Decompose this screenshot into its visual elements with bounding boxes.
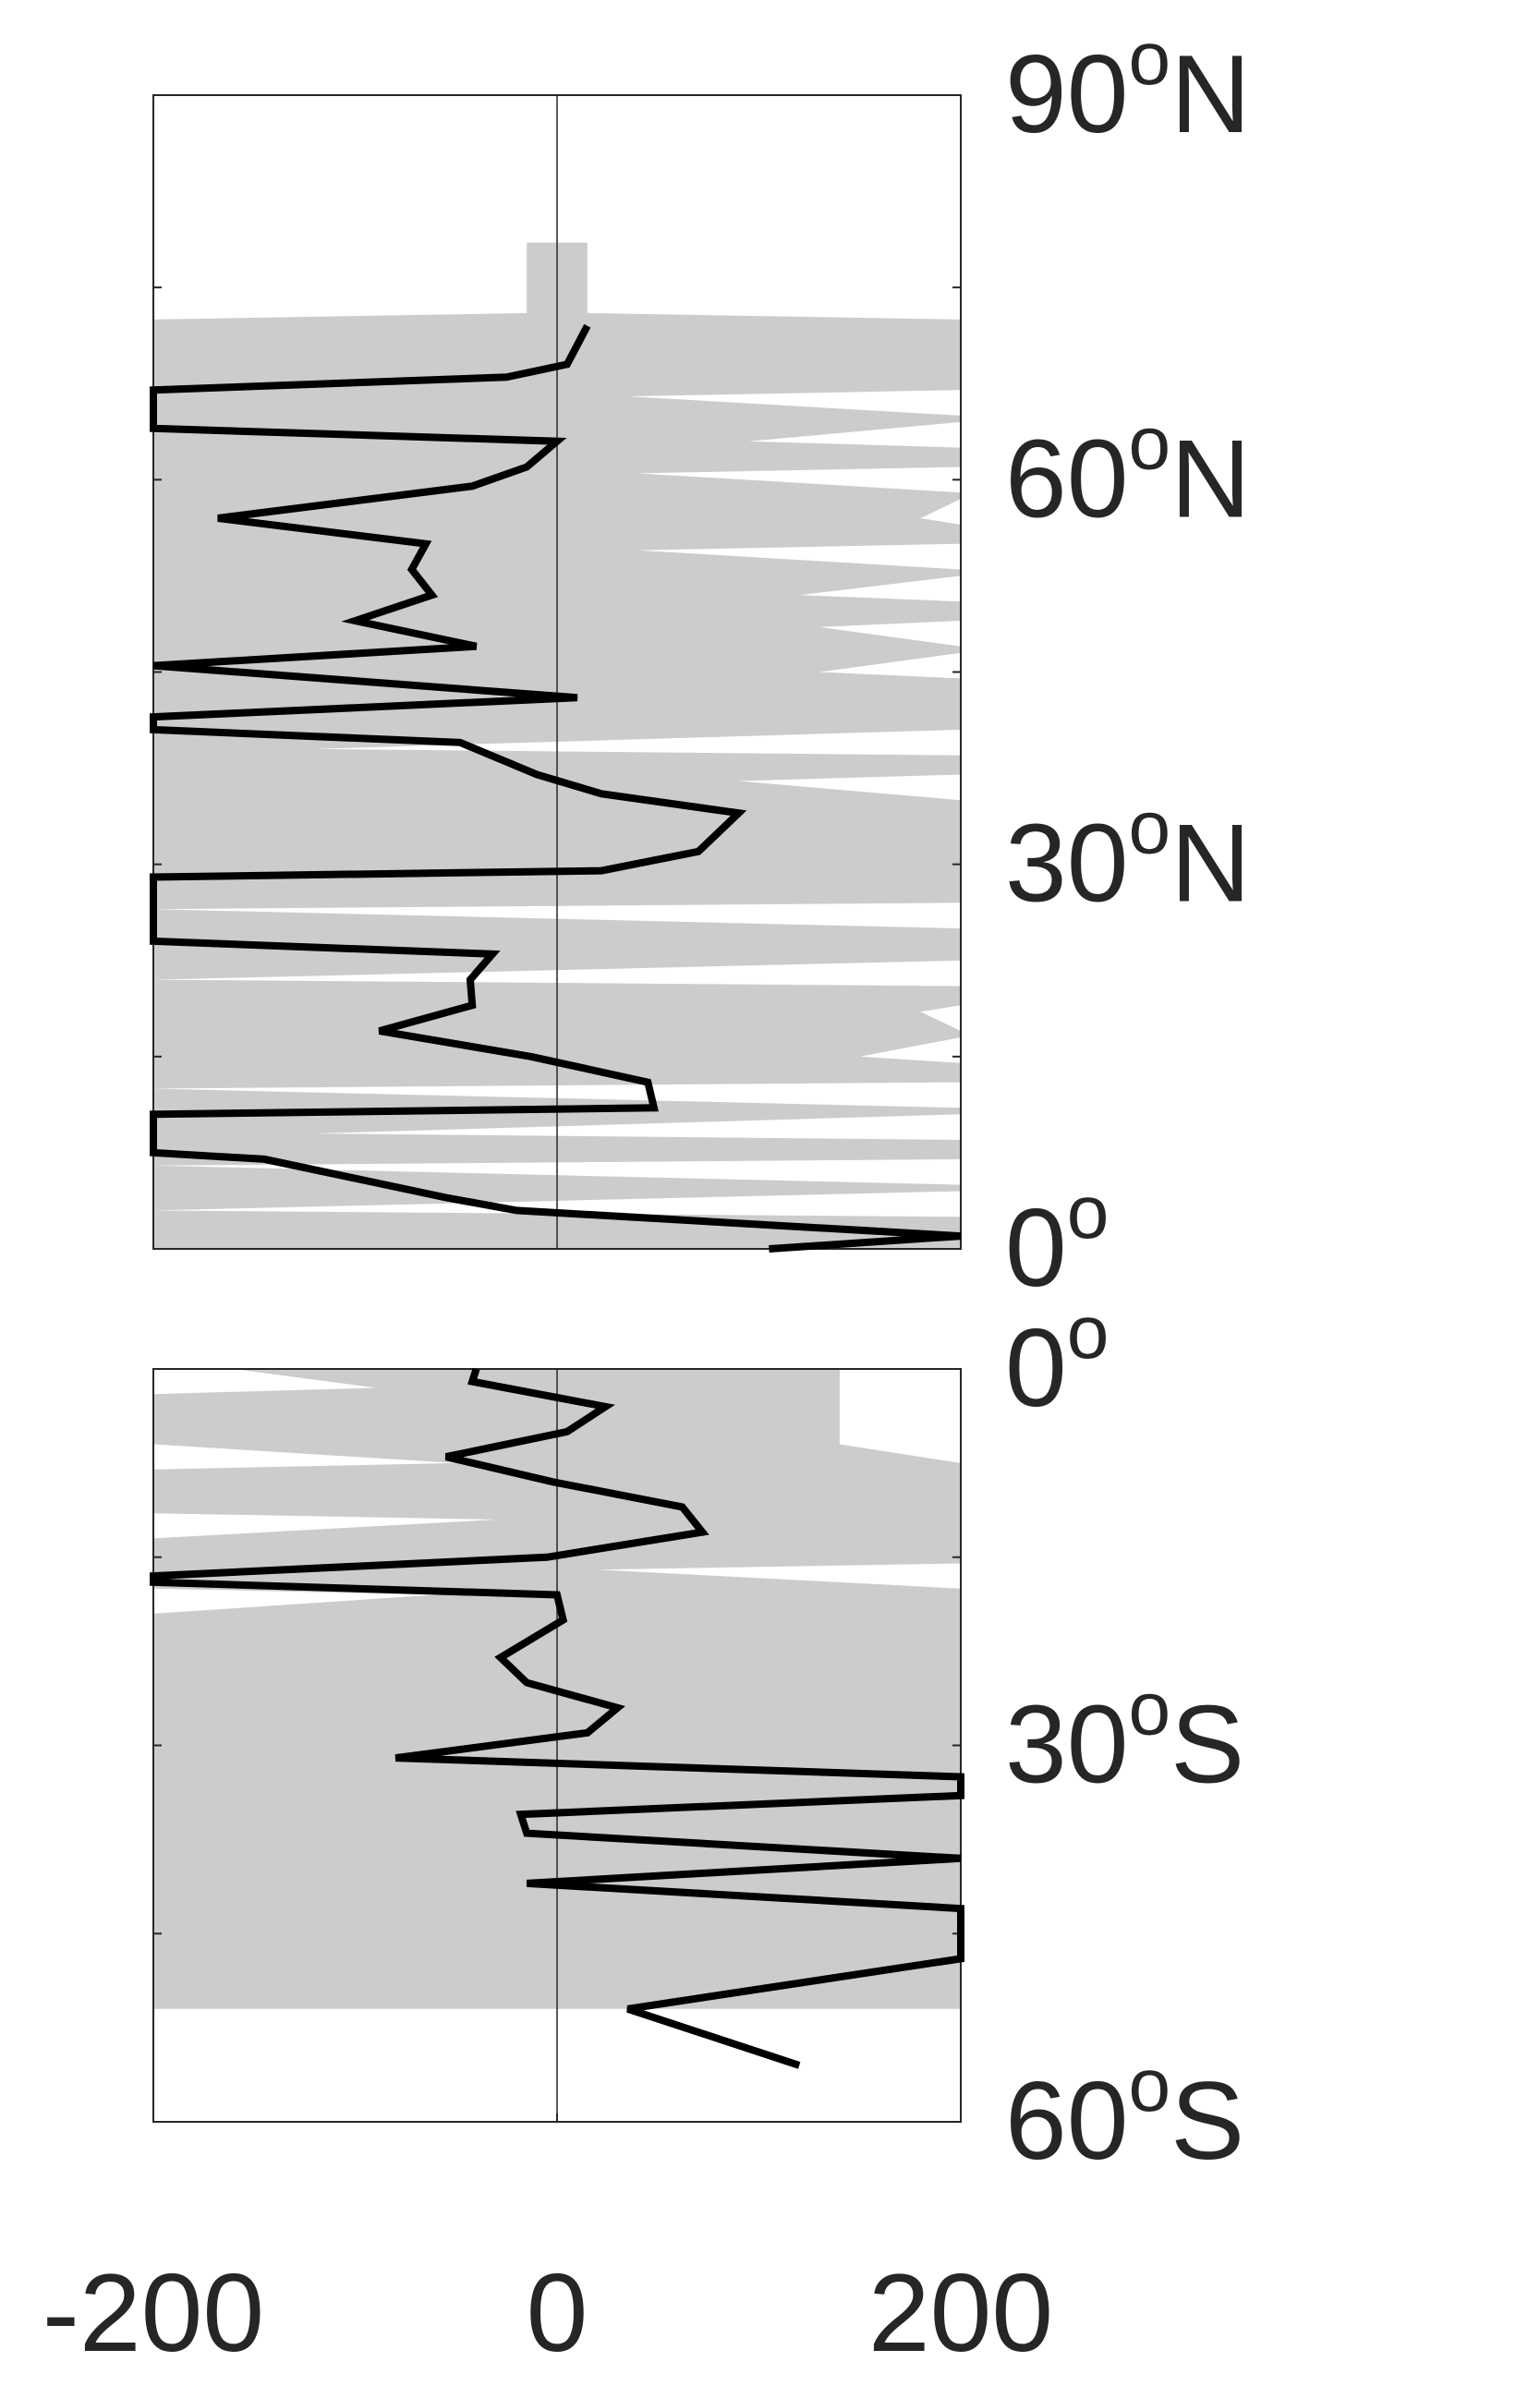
y-tick-label: 30oS: [1005, 1667, 1244, 1807]
y-tick-label: 30oN: [1005, 786, 1251, 926]
south-panel: 0o 30oS 60oS: [150, 1290, 1244, 2183]
x-tick-label: 0: [527, 2251, 588, 2375]
y-tick-label: 60oS: [1005, 2043, 1244, 2183]
north-shaded-band: [153, 242, 961, 1249]
x-tick-label: -200: [42, 2251, 264, 2375]
south-axes-box: [152, 1368, 962, 2123]
north-series-line-0: [150, 323, 962, 1253]
y-tick-label: 90oN: [1005, 17, 1251, 156]
y-tick-label: 0o: [1005, 1170, 1109, 1310]
y-tick-label: 60oN: [1005, 401, 1251, 540]
x-tick-label: 200: [868, 2251, 1053, 2375]
y-tick-label: 0o: [1005, 1290, 1109, 1430]
x-axis-tick-labels: -200 0 200: [42, 2251, 1053, 2375]
south-series-line-0: [150, 1367, 964, 2069]
north-panel: 90oN 60oN 30oN 0o: [150, 17, 1251, 1310]
north-axes-box: [152, 94, 962, 1250]
